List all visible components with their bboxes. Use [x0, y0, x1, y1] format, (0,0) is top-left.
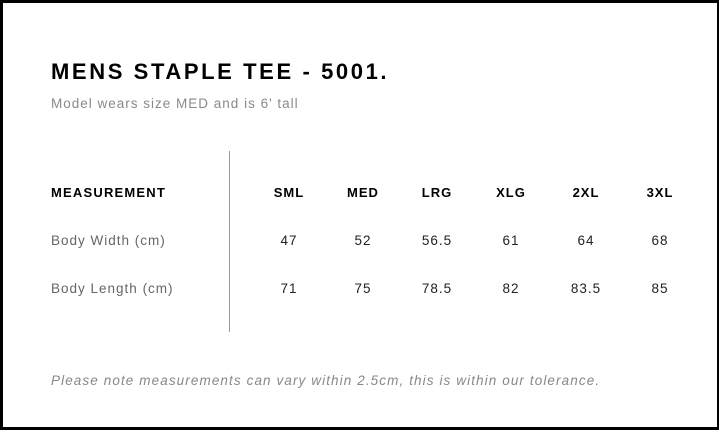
measurement-value: 71 [280, 281, 298, 296]
table-row: Body Width (cm) 47 52 56.5 61 64 68 [3, 233, 720, 253]
size-header: 3XL [646, 185, 674, 200]
size-header: SML [273, 185, 305, 200]
row-label: Body Width (cm) [51, 233, 166, 248]
model-info: Model wears size MED and is 6' tall [51, 96, 299, 111]
page-title: MENS STAPLE TEE - 5001. [51, 59, 390, 84]
row-label: Body Length (cm) [51, 281, 174, 296]
measurement-value: 64 [577, 233, 595, 248]
measurement-value: 47 [280, 233, 298, 248]
measurement-value: 52 [354, 233, 372, 248]
tolerance-note: Please note measurements can vary within… [51, 373, 601, 388]
measurement-value: 56.5 [421, 233, 453, 248]
table-header-row: MEASUREMENT SML MED LRG XLG 2XL 3XL [3, 185, 720, 205]
size-header: XLG [496, 185, 526, 200]
measurement-value: 61 [502, 233, 520, 248]
measurement-value: 82 [502, 281, 520, 296]
measurement-value: 78.5 [421, 281, 453, 296]
size-header: LRG [421, 185, 453, 200]
size-header: 2XL [572, 185, 600, 200]
measurement-value: 83.5 [570, 281, 602, 296]
measurement-value: 85 [651, 281, 669, 296]
table-row: Body Length (cm) 71 75 78.5 82 83.5 85 [3, 281, 720, 301]
size-header: MED [347, 185, 379, 200]
measurement-value: 75 [354, 281, 372, 296]
column-divider [229, 151, 230, 332]
header-label: MEASUREMENT [51, 185, 167, 200]
measurement-value: 68 [651, 233, 669, 248]
